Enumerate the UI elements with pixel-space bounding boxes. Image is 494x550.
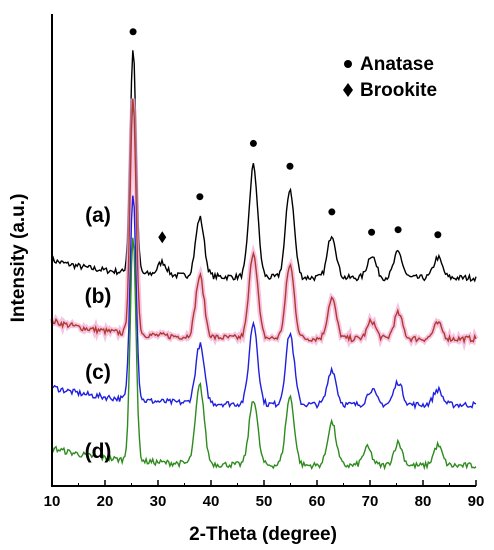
- series-label: (a): [85, 204, 111, 227]
- x-tick-label: 90: [468, 493, 485, 510]
- series-label: (c): [85, 361, 111, 384]
- legend-diamond-marker: [343, 83, 353, 97]
- anatase-marker: [249, 139, 257, 147]
- x-axis-title: 2-Theta (degree): [189, 524, 337, 545]
- y-axis-title: Intensity (a.u.): [8, 194, 29, 323]
- anatase-marker: [129, 28, 137, 36]
- x-tick-label: 50: [256, 493, 273, 510]
- legend: Anatase Brookite: [343, 54, 437, 101]
- x-tick-label: 30: [150, 493, 167, 510]
- anatase-marker: [368, 228, 376, 236]
- x-tick-label: 70: [362, 493, 379, 510]
- plot-series: [49, 50, 479, 471]
- series-line: [51, 50, 477, 283]
- x-tick-label: 80: [415, 493, 432, 510]
- peak-markers: [129, 28, 442, 244]
- brookite-marker: [158, 231, 167, 244]
- x-tick-label: 20: [97, 493, 114, 510]
- series-b-halo: [49, 98, 479, 352]
- anatase-marker: [434, 231, 442, 239]
- series-label: (b): [85, 285, 112, 308]
- series-label: (d): [85, 440, 112, 463]
- anatase-marker: [196, 193, 204, 201]
- legend-label: Anatase: [360, 54, 434, 75]
- series-line: [51, 237, 477, 471]
- anatase-marker: [286, 162, 294, 170]
- series-line: [51, 98, 477, 345]
- anatase-marker: [328, 208, 336, 216]
- legend-label: Brookite: [360, 80, 437, 101]
- x-tick-label: 60: [309, 493, 326, 510]
- axes: 10 20 30 40 50 60 70 80 90: [44, 14, 485, 510]
- series-line: [51, 195, 477, 411]
- x-tick-label: 10: [44, 493, 61, 510]
- anatase-marker: [394, 226, 402, 234]
- x-tick-label: 40: [203, 493, 220, 510]
- curve-labels: (a) (b) (c) (d): [85, 204, 112, 463]
- legend-circle-marker: [344, 60, 352, 68]
